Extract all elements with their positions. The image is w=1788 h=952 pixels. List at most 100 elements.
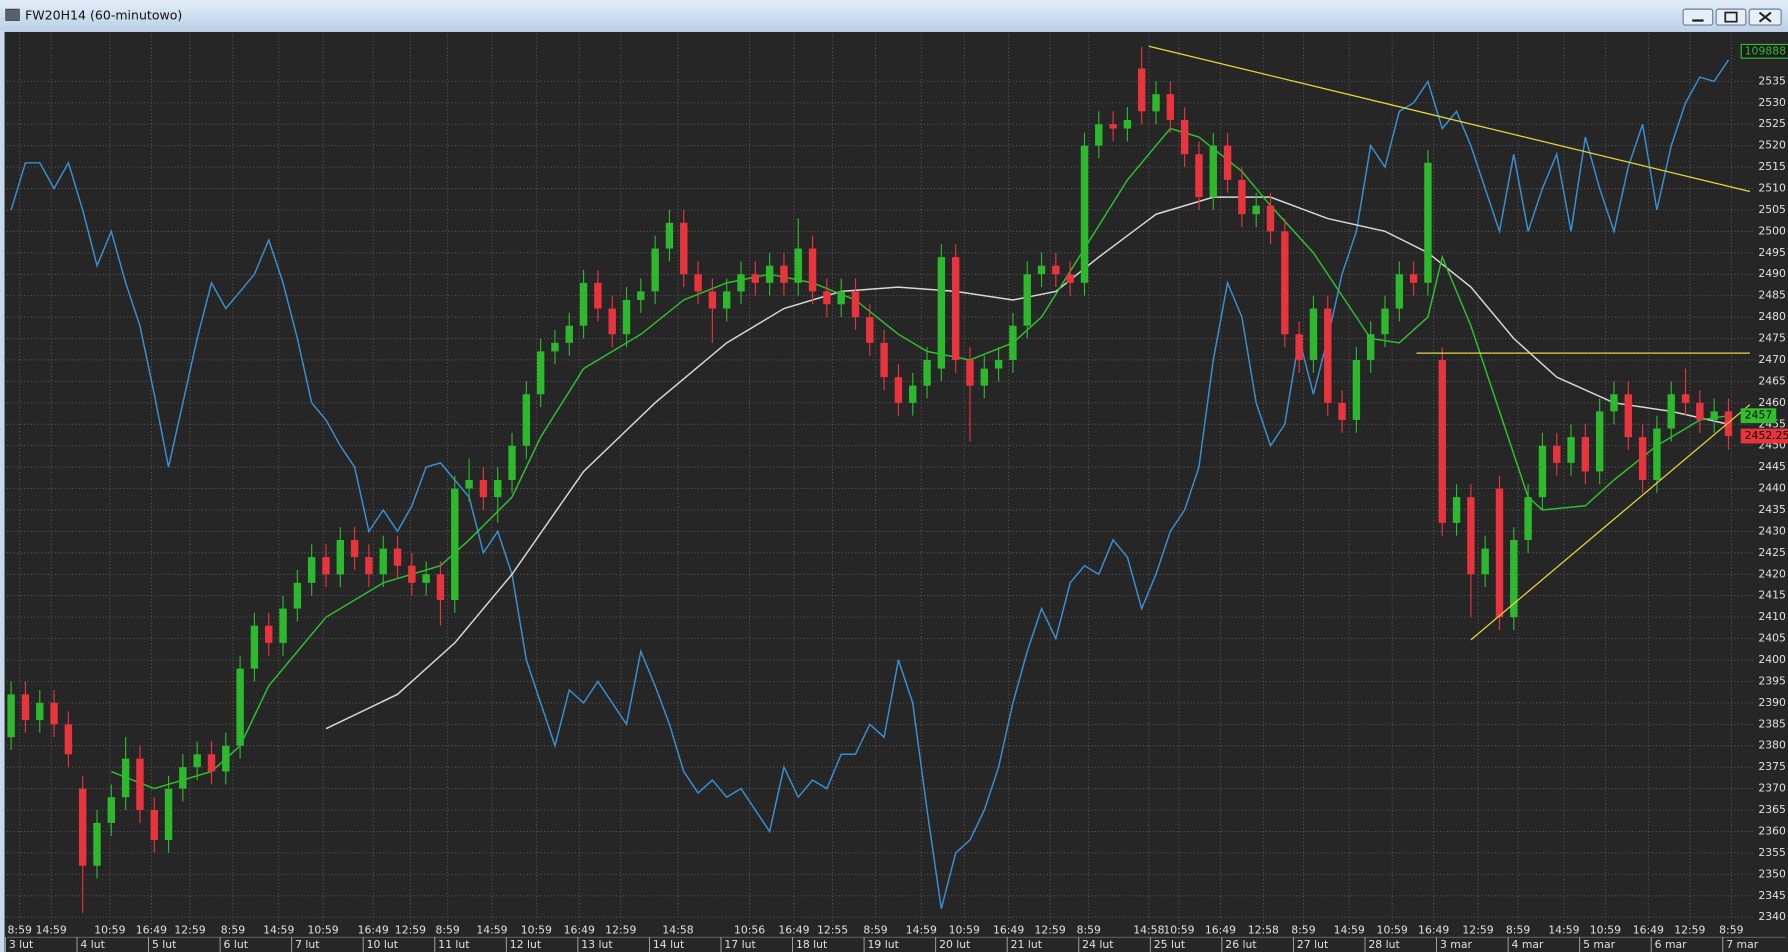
x-tick-label: 16:49 — [1418, 923, 1449, 936]
y-tick-label: 2505 — [1758, 203, 1786, 216]
price-badge — [1740, 428, 1788, 444]
trendline — [1470, 404, 1751, 641]
window-title: FW20H14 (60-minutowo) — [25, 7, 182, 22]
y-tick-label: 2480 — [1758, 310, 1786, 323]
grid — [6, 34, 1754, 926]
x-tick-label: 14:59 — [476, 923, 507, 936]
candle-body — [179, 767, 187, 789]
candle-body — [1123, 119, 1132, 129]
candle-body — [50, 702, 58, 725]
candle-body — [765, 265, 774, 283]
x-tick-label: 8:59 — [863, 923, 887, 936]
candle-body — [951, 257, 960, 360]
date-label: 5 lut — [152, 938, 176, 951]
candle-body — [1023, 274, 1031, 326]
candle-body — [1209, 145, 1217, 198]
x-tick-label: 14:58 — [1133, 923, 1164, 936]
candle-body — [436, 574, 445, 601]
candle-body — [1481, 548, 1489, 575]
date-label: 26 lut — [1225, 938, 1256, 951]
candle-body — [1138, 68, 1146, 112]
trendline — [1148, 45, 1751, 193]
date-label: 4 mar — [1512, 938, 1545, 951]
candle-body — [1452, 497, 1461, 523]
y-tick-label: 2440 — [1758, 482, 1786, 495]
candle-body — [1424, 162, 1432, 283]
candle-body — [508, 445, 516, 480]
indicator-badge-label: 109888 — [1745, 44, 1786, 57]
y-tick-label: 2515 — [1758, 160, 1786, 173]
candle-body — [422, 574, 430, 583]
candle-body — [565, 325, 573, 343]
minimize-button[interactable] — [1682, 8, 1714, 26]
date-label: 24 lut — [1082, 938, 1113, 951]
candle-body — [1009, 325, 1017, 360]
candle-body — [980, 368, 989, 386]
candle-body — [1066, 274, 1074, 283]
x-tick-label: 8:59 — [221, 923, 245, 936]
y-tick-label: 2390 — [1758, 696, 1786, 709]
y-tick-label: 2400 — [1758, 653, 1786, 666]
candle-body — [1366, 334, 1375, 360]
date-label: 11 lut — [438, 938, 469, 951]
candle-body — [579, 282, 588, 326]
date-label: 6 mar — [1655, 938, 1688, 951]
x-tick-label: 8:59 — [435, 923, 459, 936]
indicator-badge — [1740, 43, 1788, 59]
y-tick-label: 2485 — [1758, 289, 1786, 302]
indicator-line — [10, 59, 1730, 909]
y-tick-label: 2340 — [1758, 910, 1786, 923]
x-tick-label: 14:59 — [36, 923, 67, 936]
x-tick-label: 12:59 — [1462, 923, 1493, 936]
candle-body — [479, 479, 488, 498]
candle-body — [1696, 402, 1704, 420]
candle-body — [293, 582, 302, 609]
date-label: 20 lut — [939, 938, 970, 951]
candle-body — [823, 291, 831, 305]
candle-body — [1324, 308, 1332, 403]
date-label: 25 lut — [1154, 938, 1185, 951]
candle-body — [379, 548, 387, 575]
candle-body — [622, 299, 631, 335]
candle-body — [1080, 145, 1089, 283]
candle-body — [164, 788, 173, 841]
indicator-line — [325, 196, 1729, 730]
candle-body — [1710, 411, 1718, 420]
date-label: 18 lut — [796, 938, 827, 951]
candle-body — [1667, 394, 1675, 429]
date-label: 13 lut — [581, 938, 612, 951]
candle-body — [837, 291, 845, 305]
x-tick-label: 12:59 — [174, 923, 205, 936]
candle-body — [1567, 437, 1575, 463]
y-tick-label: 2460 — [1758, 396, 1786, 409]
candle-body — [1681, 394, 1690, 403]
date-label: 3 lut — [9, 938, 33, 951]
x-tick-label: 8:59 — [1506, 923, 1530, 936]
y-tick-label: 2410 — [1758, 610, 1786, 623]
candle-body — [923, 359, 931, 386]
candle-body — [136, 758, 144, 811]
y-tick-label: 2435 — [1758, 503, 1786, 516]
y-tick-label: 2370 — [1758, 782, 1786, 795]
date-label: 12 lut — [510, 938, 541, 951]
x-tick-label: 10:59 — [308, 923, 339, 936]
candle-body — [1538, 445, 1547, 498]
x-tick-label: 16:49 — [778, 923, 809, 936]
candle-body — [1223, 145, 1232, 180]
y-tick-label: 2495 — [1758, 246, 1786, 259]
candle-body — [250, 625, 259, 669]
x-tick-label: 10:59 — [949, 923, 980, 936]
axes: 2340 2345 2350 2355 2360 2365 2370 2375 2380 2385… — [4, 43, 1788, 952]
candle-body — [1595, 411, 1604, 472]
x-tick-label: 10:56 — [734, 923, 765, 936]
y-tick-label: 2375 — [1758, 760, 1786, 773]
window-icon — [5, 8, 20, 21]
maximize-button[interactable] — [1715, 8, 1747, 26]
candle-body — [1180, 119, 1189, 155]
x-tick-label: 14:59 — [263, 923, 294, 936]
candle-body — [751, 274, 760, 283]
candle-body — [1295, 334, 1303, 360]
candle-body — [265, 625, 273, 643]
x-tick-label: 14:59 — [1334, 923, 1365, 936]
